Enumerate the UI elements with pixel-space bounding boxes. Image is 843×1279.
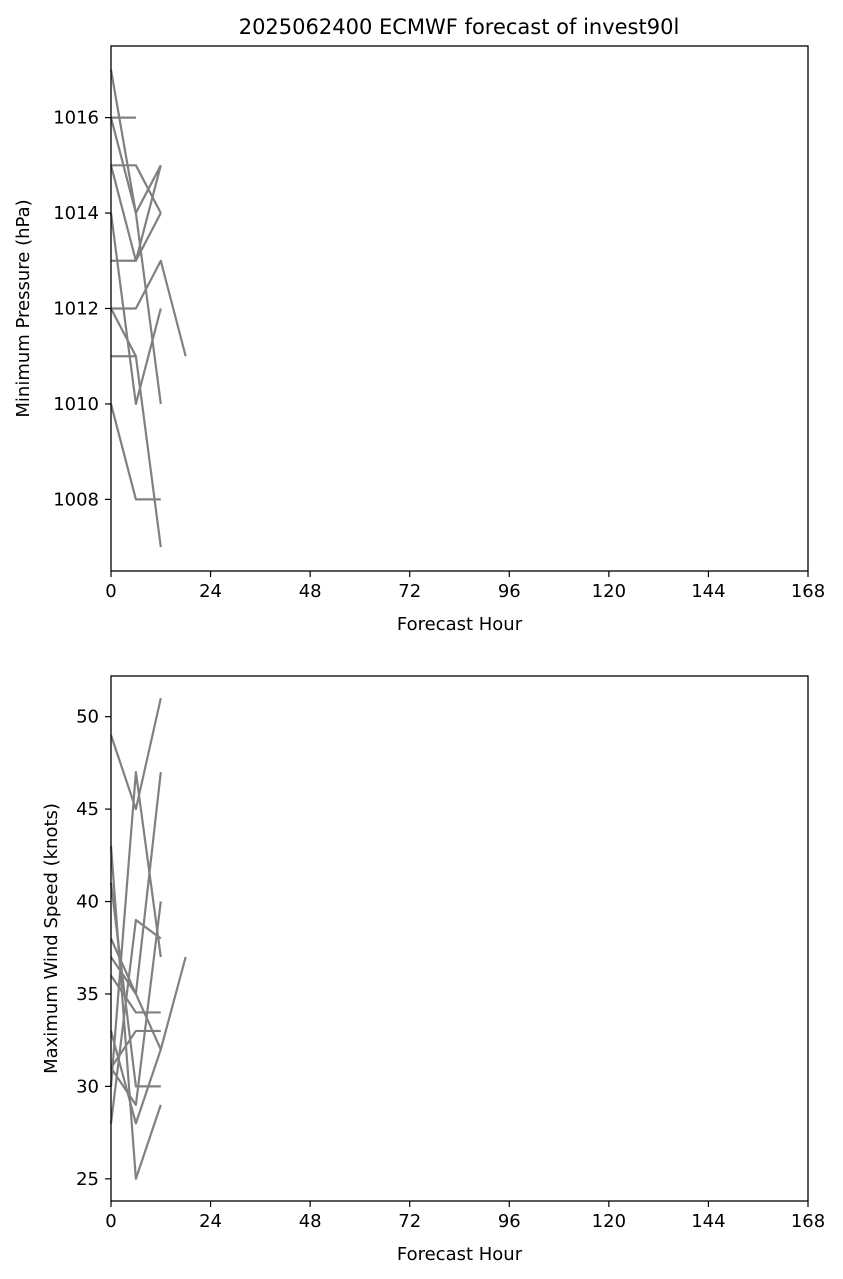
wind-x-axis-label: Forecast Hour: [397, 1244, 523, 1265]
wind-series-line-7: [110, 901, 162, 1106]
pressure-y-tick-label: 1010: [53, 394, 99, 415]
pressure-series-line-6: [109, 212, 162, 406]
pressure-series-line-5: [111, 212, 162, 262]
pressure-x-tick-label: 0: [105, 581, 116, 602]
wind-x-tick-label: 120: [592, 1211, 626, 1232]
wind-x-tick-label: 48: [299, 1211, 322, 1232]
pressure-y-tick-label: 1016: [53, 108, 99, 129]
wind-plot: 0 24 48 72 96 120 144 168 25 30 35 40 45 50 Forecast H…: [41, 675, 825, 1265]
wind-series-line-8: [109, 956, 187, 1125]
wind-x-tick-label: 24: [199, 1211, 222, 1232]
pressure-y-tick-label: 1012: [53, 299, 99, 320]
pressure-y-tick-label: 1008: [53, 489, 99, 510]
pressure-x-tick-label: 120: [592, 581, 626, 602]
pressure-x-tick-label: 96: [498, 581, 521, 602]
wind-x-tick-label: 144: [691, 1211, 725, 1232]
pressure-axes-frame: [110, 45, 809, 572]
pressure-series-line-7: [111, 259, 187, 357]
pressure-plot: 2025062400 ECMWF forecast of invest90l 0…: [13, 15, 825, 635]
chart-title: 2025062400 ECMWF forecast of invest90l: [239, 15, 680, 39]
wind-series-line-2: [109, 882, 161, 1088]
pressure-x-tick-label: 168: [791, 581, 825, 602]
wind-series-line-6: [109, 771, 162, 1087]
wind-y-tick-label: 40: [76, 892, 99, 913]
wind-axes-frame: [110, 675, 809, 1202]
pressure-series-line-1: [111, 164, 162, 214]
wind-x-tick-label: 96: [498, 1211, 521, 1232]
pressure-x-tick-label: 72: [398, 581, 421, 602]
wind-y-tick-label: 50: [76, 707, 99, 728]
pressure-series-line-10: [109, 403, 161, 501]
pressure-y-tick-label: 1014: [53, 203, 99, 224]
wind-y-tick-label: 30: [76, 1076, 99, 1097]
pressure-x-tick-label: 24: [199, 581, 222, 602]
pressure-x-tick-label: 48: [299, 581, 322, 602]
wind-x-tick-label: 0: [105, 1211, 116, 1232]
wind-series-line-0: [109, 697, 162, 811]
pressure-y-axis-label: Minimum Pressure (hPa): [13, 199, 34, 417]
wind-y-tick-label: 45: [76, 799, 99, 820]
wind-y-tick-label: 25: [76, 1169, 99, 1190]
wind-x-tick-label: 72: [398, 1211, 421, 1232]
wind-x-tick-label: 168: [791, 1211, 825, 1232]
pressure-x-axis-label: Forecast Hour: [397, 614, 523, 635]
wind-y-axis-label: Maximum Wind Speed (knots): [41, 803, 62, 1074]
wind-series-line-10: [110, 1029, 161, 1069]
pressure-x-tick-label: 144: [691, 581, 725, 602]
wind-y-tick-label: 35: [76, 984, 99, 1005]
